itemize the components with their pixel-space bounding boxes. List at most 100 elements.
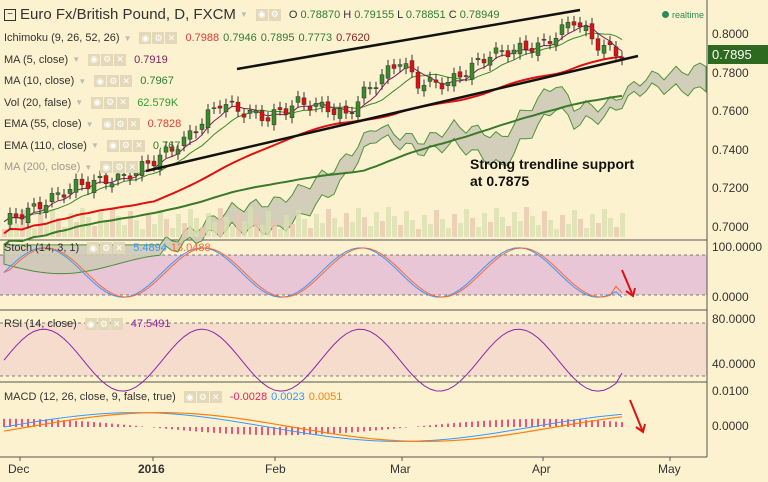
candle-body: [475, 58, 481, 61]
eye-icon[interactable]: ◉: [91, 96, 104, 109]
gear-icon[interactable]: ⚙: [268, 8, 281, 21]
candle-body: [511, 49, 517, 55]
candle-body: [463, 75, 469, 77]
indicator-value: 0.7895: [260, 32, 295, 44]
chevron-down-icon[interactable]: ▼: [239, 10, 248, 19]
price-axis-label: 0.7000: [712, 219, 749, 234]
candle-body: [331, 109, 337, 115]
indicator-label: EMA (110, close): [4, 139, 87, 152]
gear-icon[interactable]: ⚙: [119, 139, 132, 152]
open-value: 0.78870: [300, 8, 341, 21]
eye-icon[interactable]: ◉: [88, 53, 101, 66]
close-icon[interactable]: ✕: [110, 318, 123, 330]
volume-bar: [176, 214, 181, 237]
gear-icon[interactable]: ⚙: [97, 318, 110, 330]
volume-bar: [80, 208, 85, 237]
gear-icon[interactable]: ⚙: [114, 118, 127, 130]
volume-bar: [458, 223, 463, 237]
eye-icon[interactable]: ◉: [87, 242, 100, 254]
volume-bar: [362, 217, 367, 237]
indicator-value: 0.767: [152, 139, 181, 152]
candle-body: [163, 146, 169, 153]
low-value: 0.78851: [405, 8, 446, 21]
close-icon[interactable]: ✕: [117, 96, 130, 109]
close-icon[interactable]: ✕: [132, 139, 145, 152]
volume-bar: [212, 222, 217, 237]
close-icon[interactable]: ✕: [165, 32, 178, 44]
volume-bar: [524, 207, 529, 237]
indicator-legend: EMA (110, close) ▼ ◉ ⚙ ✕ 0.767: [4, 139, 181, 152]
candle-body: [241, 113, 247, 118]
volume-bar: [110, 207, 115, 237]
candle-body: [427, 77, 433, 82]
candle-body: [613, 46, 619, 57]
candle-body: [313, 103, 319, 107]
volume-bar: [368, 226, 373, 237]
eye-icon[interactable]: ◉: [84, 318, 97, 330]
chevron-down-icon[interactable]: ▼: [84, 162, 93, 172]
close-icon[interactable]: ✕: [127, 118, 140, 130]
chevron-down-icon[interactable]: ▼: [85, 119, 94, 129]
volume-bar: [470, 218, 475, 237]
eye-icon[interactable]: ◉: [100, 161, 113, 173]
time-axis-label: Dec: [8, 462, 30, 476]
candle-body: [583, 26, 589, 31]
gear-icon[interactable]: ⚙: [196, 391, 209, 403]
candle-body: [175, 149, 181, 155]
volume-bar: [452, 214, 457, 237]
volume-bar: [236, 212, 241, 237]
stoch-d-line: [3, 247, 623, 298]
close-icon[interactable]: ✕: [126, 161, 139, 173]
eye-icon[interactable]: ◉: [183, 391, 196, 403]
gear-icon[interactable]: ⚙: [104, 96, 117, 109]
close-icon[interactable]: ✕: [120, 75, 133, 87]
volume-bar: [512, 212, 517, 237]
gear-icon[interactable]: ⚙: [107, 75, 120, 87]
annotation-text: Strong trendline support at 0.7875: [470, 156, 634, 190]
volume-bar: [278, 229, 283, 237]
gear-icon[interactable]: ⚙: [101, 53, 114, 66]
candle-body: [97, 175, 103, 179]
chevron-down-icon[interactable]: ▼: [90, 141, 99, 150]
chevron-down-icon[interactable]: ▼: [78, 76, 87, 86]
eye-icon[interactable]: ◉: [139, 32, 152, 44]
collapse-icon[interactable]: −: [4, 8, 16, 21]
price-axis-label: 0.7200: [712, 181, 749, 195]
volume-bar: [290, 224, 295, 237]
volume-bar: [86, 217, 91, 237]
gear-icon[interactable]: ⚙: [100, 242, 113, 254]
macd-legend: MACD (12, 26, close, 9, false, true) ◉ ⚙ ✕ -…: [4, 391, 342, 403]
eye-icon[interactable]: ◉: [101, 118, 114, 130]
price-axis-label: 0.7600: [712, 104, 749, 118]
indicator-value: 0.7967: [140, 75, 174, 87]
volume-bar: [314, 214, 319, 237]
gear-icon[interactable]: ⚙: [152, 32, 165, 44]
eye-icon[interactable]: ◉: [94, 75, 107, 87]
close-icon[interactable]: ✕: [113, 242, 126, 254]
chevron-down-icon[interactable]: ▼: [123, 33, 132, 43]
price-axis-label: 0.7800: [712, 65, 749, 80]
gear-icon[interactable]: ⚙: [113, 161, 126, 173]
eye-icon[interactable]: ◉: [106, 139, 119, 152]
candle-body: [601, 45, 607, 54]
rsi-label: RSI (14, close): [4, 318, 77, 330]
eye-icon[interactable]: ◉: [255, 8, 268, 21]
volume-bar: [614, 227, 619, 237]
candle-body: [265, 117, 271, 122]
stoch-axis-label: 100.0000: [712, 240, 763, 254]
chevron-down-icon[interactable]: ▼: [72, 55, 81, 64]
macd-hist-value: -0.0028: [229, 391, 268, 403]
indicator-legend: MA (10, close) ▼ ◉ ⚙ ✕ 0.7967: [4, 75, 174, 87]
close-icon[interactable]: ✕: [209, 391, 222, 403]
volume-bar: [572, 210, 577, 237]
indicator-label: MA (5, close): [4, 53, 69, 66]
stoch-legend: Stoch (14, 3, 1) ◉ ⚙ ✕ 5.4894 13.0488: [4, 242, 211, 254]
candle-body: [199, 123, 205, 130]
candle-body: [205, 109, 211, 129]
chevron-down-icon[interactable]: ▼: [75, 98, 84, 107]
candle-body: [145, 160, 151, 164]
volume-bar: [140, 229, 145, 237]
candle-body: [67, 189, 73, 194]
close-icon[interactable]: ✕: [114, 53, 127, 66]
